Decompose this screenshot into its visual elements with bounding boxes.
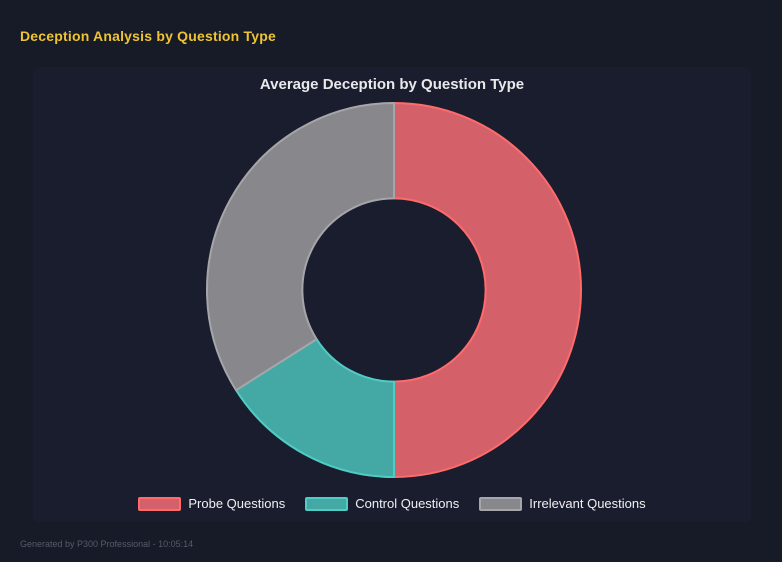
doughnut-chart[interactable]	[194, 90, 594, 490]
legend-swatch	[138, 496, 182, 511]
legend-label: Control Questions	[355, 496, 460, 511]
legend-swatch	[305, 496, 349, 511]
legend-item-control-questions[interactable]: Control Questions	[305, 496, 459, 511]
page-title: Deception Analysis by Question Type	[20, 28, 276, 44]
chart-panel: Average Deception by Question Type Probe…	[33, 67, 751, 522]
donut-segment-control-questions[interactable]	[235, 338, 395, 478]
chart-title: Average Deception by Question Type	[259, 76, 525, 93]
legend-item-probe-questions[interactable]: Probe Questions	[138, 496, 285, 511]
donut-segment-probe-questions[interactable]	[393, 102, 582, 478]
chart-legend: Probe Questions Control Questions Irreleva…	[33, 496, 751, 511]
legend-label: Irrelevant Questions	[529, 496, 646, 511]
donut-segment-irrelevant-questions[interactable]	[206, 102, 395, 392]
legend-swatch	[479, 496, 523, 511]
legend-item-irrelevant-questions[interactable]: Irrelevant Questions	[479, 496, 646, 511]
footer-text: Generated by P300 Professional - 10:05:1…	[20, 539, 194, 549]
legend-label: Probe Questions	[188, 496, 286, 511]
